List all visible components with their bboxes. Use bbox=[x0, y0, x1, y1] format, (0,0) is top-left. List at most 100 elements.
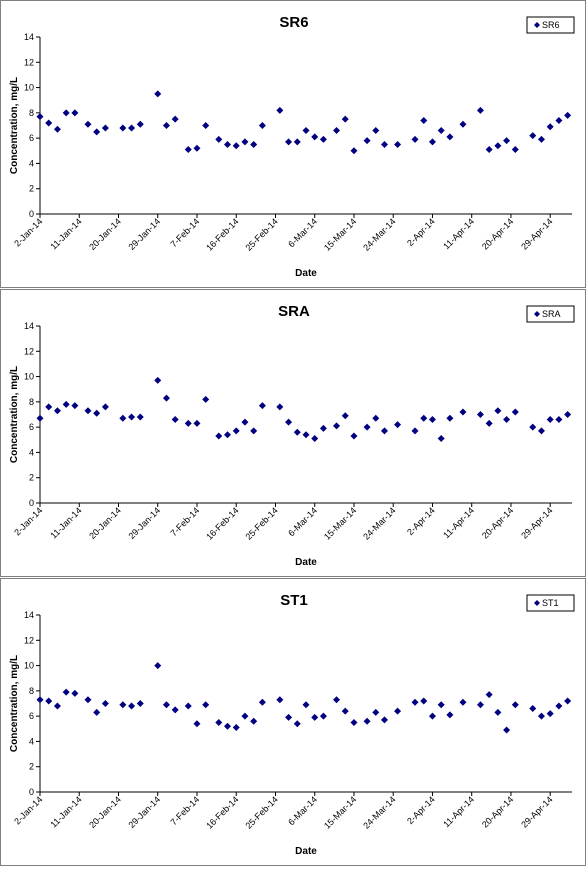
data-point bbox=[93, 708, 101, 716]
data-point bbox=[71, 402, 79, 410]
y-tick-label: 6 bbox=[29, 133, 34, 143]
data-point bbox=[311, 133, 319, 141]
data-point bbox=[224, 722, 232, 730]
data-point bbox=[363, 423, 371, 431]
data-point bbox=[241, 418, 249, 426]
data-point bbox=[446, 414, 454, 422]
y-tick-label: 6 bbox=[29, 711, 34, 721]
panel-border bbox=[0, 578, 586, 866]
y-tick-label: 14 bbox=[24, 321, 34, 331]
legend-label: SR6 bbox=[542, 20, 560, 30]
y-axis-label: Concentration, mg/L bbox=[9, 77, 20, 174]
data-point bbox=[45, 119, 53, 127]
x-axis-label: Date bbox=[295, 268, 317, 279]
data-point bbox=[459, 698, 467, 706]
data-point bbox=[485, 691, 493, 699]
data-point bbox=[215, 718, 223, 726]
data-point bbox=[529, 132, 537, 140]
data-point bbox=[84, 696, 92, 704]
data-point bbox=[494, 708, 502, 716]
data-point bbox=[293, 428, 301, 436]
data-point bbox=[546, 710, 554, 718]
data-point bbox=[476, 106, 484, 114]
data-point bbox=[459, 408, 467, 416]
data-point bbox=[537, 427, 545, 435]
legend-box bbox=[526, 16, 575, 34]
data-point bbox=[476, 411, 484, 418]
data-point bbox=[511, 408, 519, 416]
data-point bbox=[293, 720, 301, 728]
data-point bbox=[184, 702, 192, 710]
data-point bbox=[363, 717, 371, 725]
y-tick-label: 8 bbox=[29, 397, 34, 407]
data-point bbox=[350, 718, 358, 726]
y-tick-label: 8 bbox=[29, 686, 34, 696]
data-point bbox=[420, 414, 428, 422]
y-tick-label: 14 bbox=[24, 610, 34, 620]
data-point bbox=[36, 414, 44, 422]
data-point bbox=[71, 109, 79, 117]
data-point bbox=[162, 122, 170, 129]
y-tick-label: 2 bbox=[29, 184, 34, 194]
data-point bbox=[250, 427, 258, 435]
data-point bbox=[171, 706, 179, 714]
data-point bbox=[232, 427, 240, 435]
data-point bbox=[136, 700, 144, 707]
data-point bbox=[184, 146, 192, 154]
data-point bbox=[529, 423, 537, 431]
y-tick-label: 0 bbox=[29, 498, 34, 508]
data-point bbox=[437, 701, 445, 709]
chart-title: SR6 bbox=[279, 14, 308, 31]
data-point bbox=[546, 416, 554, 424]
y-tick-label: 4 bbox=[29, 447, 34, 457]
data-point bbox=[193, 720, 201, 728]
data-point bbox=[363, 137, 371, 145]
data-point bbox=[529, 705, 537, 713]
data-point bbox=[128, 413, 136, 421]
data-point bbox=[537, 135, 545, 143]
data-point bbox=[380, 427, 388, 435]
data-point bbox=[36, 113, 44, 121]
data-point bbox=[485, 146, 493, 154]
data-point bbox=[119, 701, 127, 709]
data-point bbox=[333, 422, 341, 430]
y-tick-label: 10 bbox=[24, 661, 34, 671]
legend-box bbox=[526, 305, 575, 323]
data-point bbox=[250, 717, 258, 725]
data-point bbox=[420, 116, 428, 124]
data-point bbox=[446, 133, 454, 141]
data-point bbox=[302, 431, 310, 439]
data-point bbox=[184, 419, 192, 427]
data-point bbox=[428, 138, 436, 146]
y-tick-label: 2 bbox=[29, 762, 34, 772]
data-point bbox=[333, 127, 341, 135]
data-point bbox=[476, 701, 484, 709]
data-point bbox=[380, 140, 388, 148]
data-point bbox=[380, 716, 388, 724]
data-point bbox=[62, 688, 70, 696]
y-tick-label: 12 bbox=[24, 635, 34, 645]
data-point bbox=[232, 724, 240, 732]
data-point bbox=[215, 432, 223, 440]
data-point bbox=[350, 432, 358, 440]
data-point bbox=[311, 435, 319, 443]
data-point bbox=[84, 407, 92, 415]
data-point bbox=[276, 106, 284, 114]
data-point bbox=[511, 146, 519, 154]
y-tick-label: 14 bbox=[24, 32, 34, 42]
panel-border bbox=[0, 289, 586, 577]
chart-title: SRA bbox=[278, 303, 310, 320]
data-point bbox=[428, 416, 436, 424]
y-tick-label: 12 bbox=[24, 57, 34, 67]
data-point bbox=[241, 712, 249, 720]
y-axis-label: Concentration, mg/L bbox=[9, 366, 20, 463]
data-point bbox=[193, 419, 201, 427]
data-point bbox=[232, 142, 240, 150]
legend-label: ST1 bbox=[542, 598, 559, 608]
data-point bbox=[36, 696, 44, 704]
data-point bbox=[119, 414, 127, 422]
data-point bbox=[511, 701, 519, 709]
